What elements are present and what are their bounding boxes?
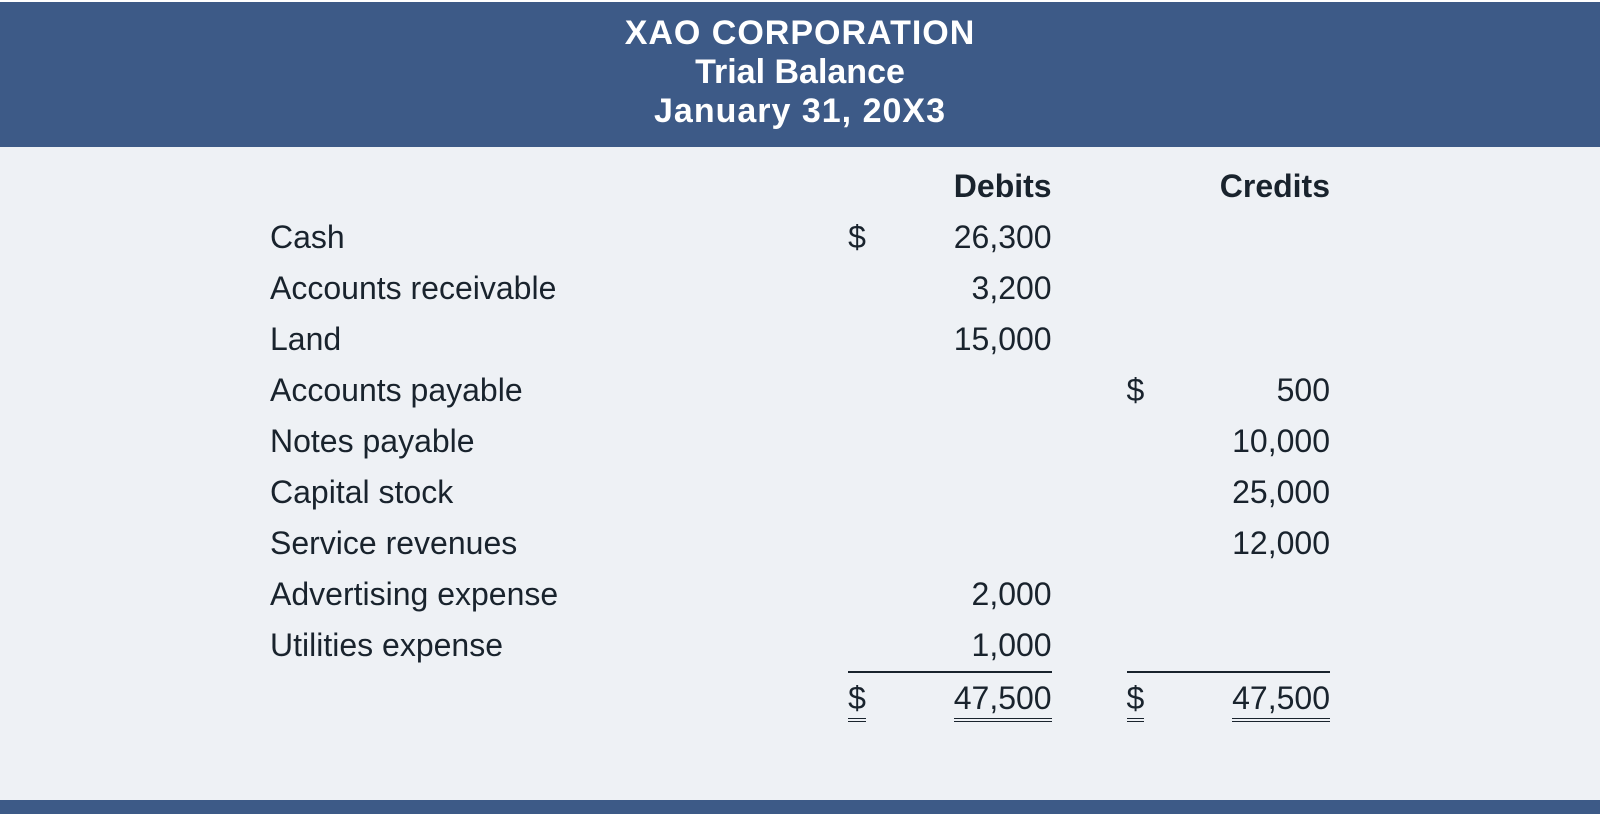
credit-amount: 25,000 [1169,467,1330,518]
col-header-debits: Debits [891,161,1052,212]
document-body: Debits Credits Cash $ 26,300 Accounts re… [0,147,1600,800]
footer-bar [0,800,1600,814]
table-row: Land 15,000 [270,314,1330,365]
col-header-credits: Credits [1169,161,1330,212]
credit-amount: 12,000 [1169,518,1330,569]
credit-symbol [1127,569,1170,620]
table-row: Advertising expense 2,000 [270,569,1330,620]
credit-amount [1169,620,1330,672]
account-name: Advertising expense [270,569,848,620]
debit-amount [891,416,1052,467]
credit-symbol [1127,416,1170,467]
debit-symbol [848,518,891,569]
credit-symbol [1127,314,1170,365]
credit-symbol [1127,467,1170,518]
company-name: XAO CORPORATION [0,14,1600,53]
credit-symbol [1127,518,1170,569]
account-name: Capital stock [270,467,848,518]
account-name: Service revenues [270,518,848,569]
credit-symbol: $ [1127,365,1170,416]
credit-symbol [1127,212,1170,263]
table-row: Accounts payable $ 500 [270,365,1330,416]
credit-amount: 500 [1169,365,1330,416]
debit-amount [891,365,1052,416]
credit-amount [1169,263,1330,314]
debit-symbol [848,620,891,672]
debit-symbol: $ [848,212,891,263]
totals-row: $ 47,500 $ 47,500 [270,672,1330,724]
table-row: Notes payable 10,000 [270,416,1330,467]
debit-amount [891,518,1052,569]
table-row: Utilities expense 1,000 [270,620,1330,672]
credit-amount: 10,000 [1169,416,1330,467]
credit-amount [1169,212,1330,263]
debit-symbol [848,365,891,416]
credit-symbol [1127,263,1170,314]
trial-balance-document: XAO CORPORATION Trial Balance January 31… [0,0,1600,814]
table-row: Capital stock 25,000 [270,467,1330,518]
debit-amount [891,467,1052,518]
account-name: Notes payable [270,416,848,467]
table-row: Accounts receivable 3,200 [270,263,1330,314]
debit-amount: 3,200 [891,263,1052,314]
table-row: Cash $ 26,300 [270,212,1330,263]
debit-amount: 1,000 [891,620,1052,672]
account-name: Land [270,314,848,365]
debit-symbol [848,314,891,365]
trial-balance-table: Debits Credits Cash $ 26,300 Accounts re… [270,161,1330,724]
column-header-row: Debits Credits [270,161,1330,212]
debit-amount: 15,000 [891,314,1052,365]
account-name: Cash [270,212,848,263]
debit-symbol [848,569,891,620]
debit-amount: 26,300 [891,212,1052,263]
credit-total-symbol: $ [1127,672,1170,724]
debit-symbol [848,467,891,518]
table-row: Service revenues 12,000 [270,518,1330,569]
credit-total: 47,500 [1169,672,1330,724]
document-title: Trial Balance [0,53,1600,92]
account-name: Accounts payable [270,365,848,416]
credit-symbol [1127,620,1170,672]
debit-symbol [848,416,891,467]
debit-amount: 2,000 [891,569,1052,620]
credit-amount [1169,569,1330,620]
credit-amount [1169,314,1330,365]
debit-symbol [848,263,891,314]
document-header: XAO CORPORATION Trial Balance January 31… [0,0,1600,147]
debit-total: 47,500 [891,672,1052,724]
account-name: Accounts receivable [270,263,848,314]
debit-total-symbol: $ [848,672,891,724]
document-date: January 31, 20X3 [0,92,1600,131]
account-name: Utilities expense [270,620,848,672]
